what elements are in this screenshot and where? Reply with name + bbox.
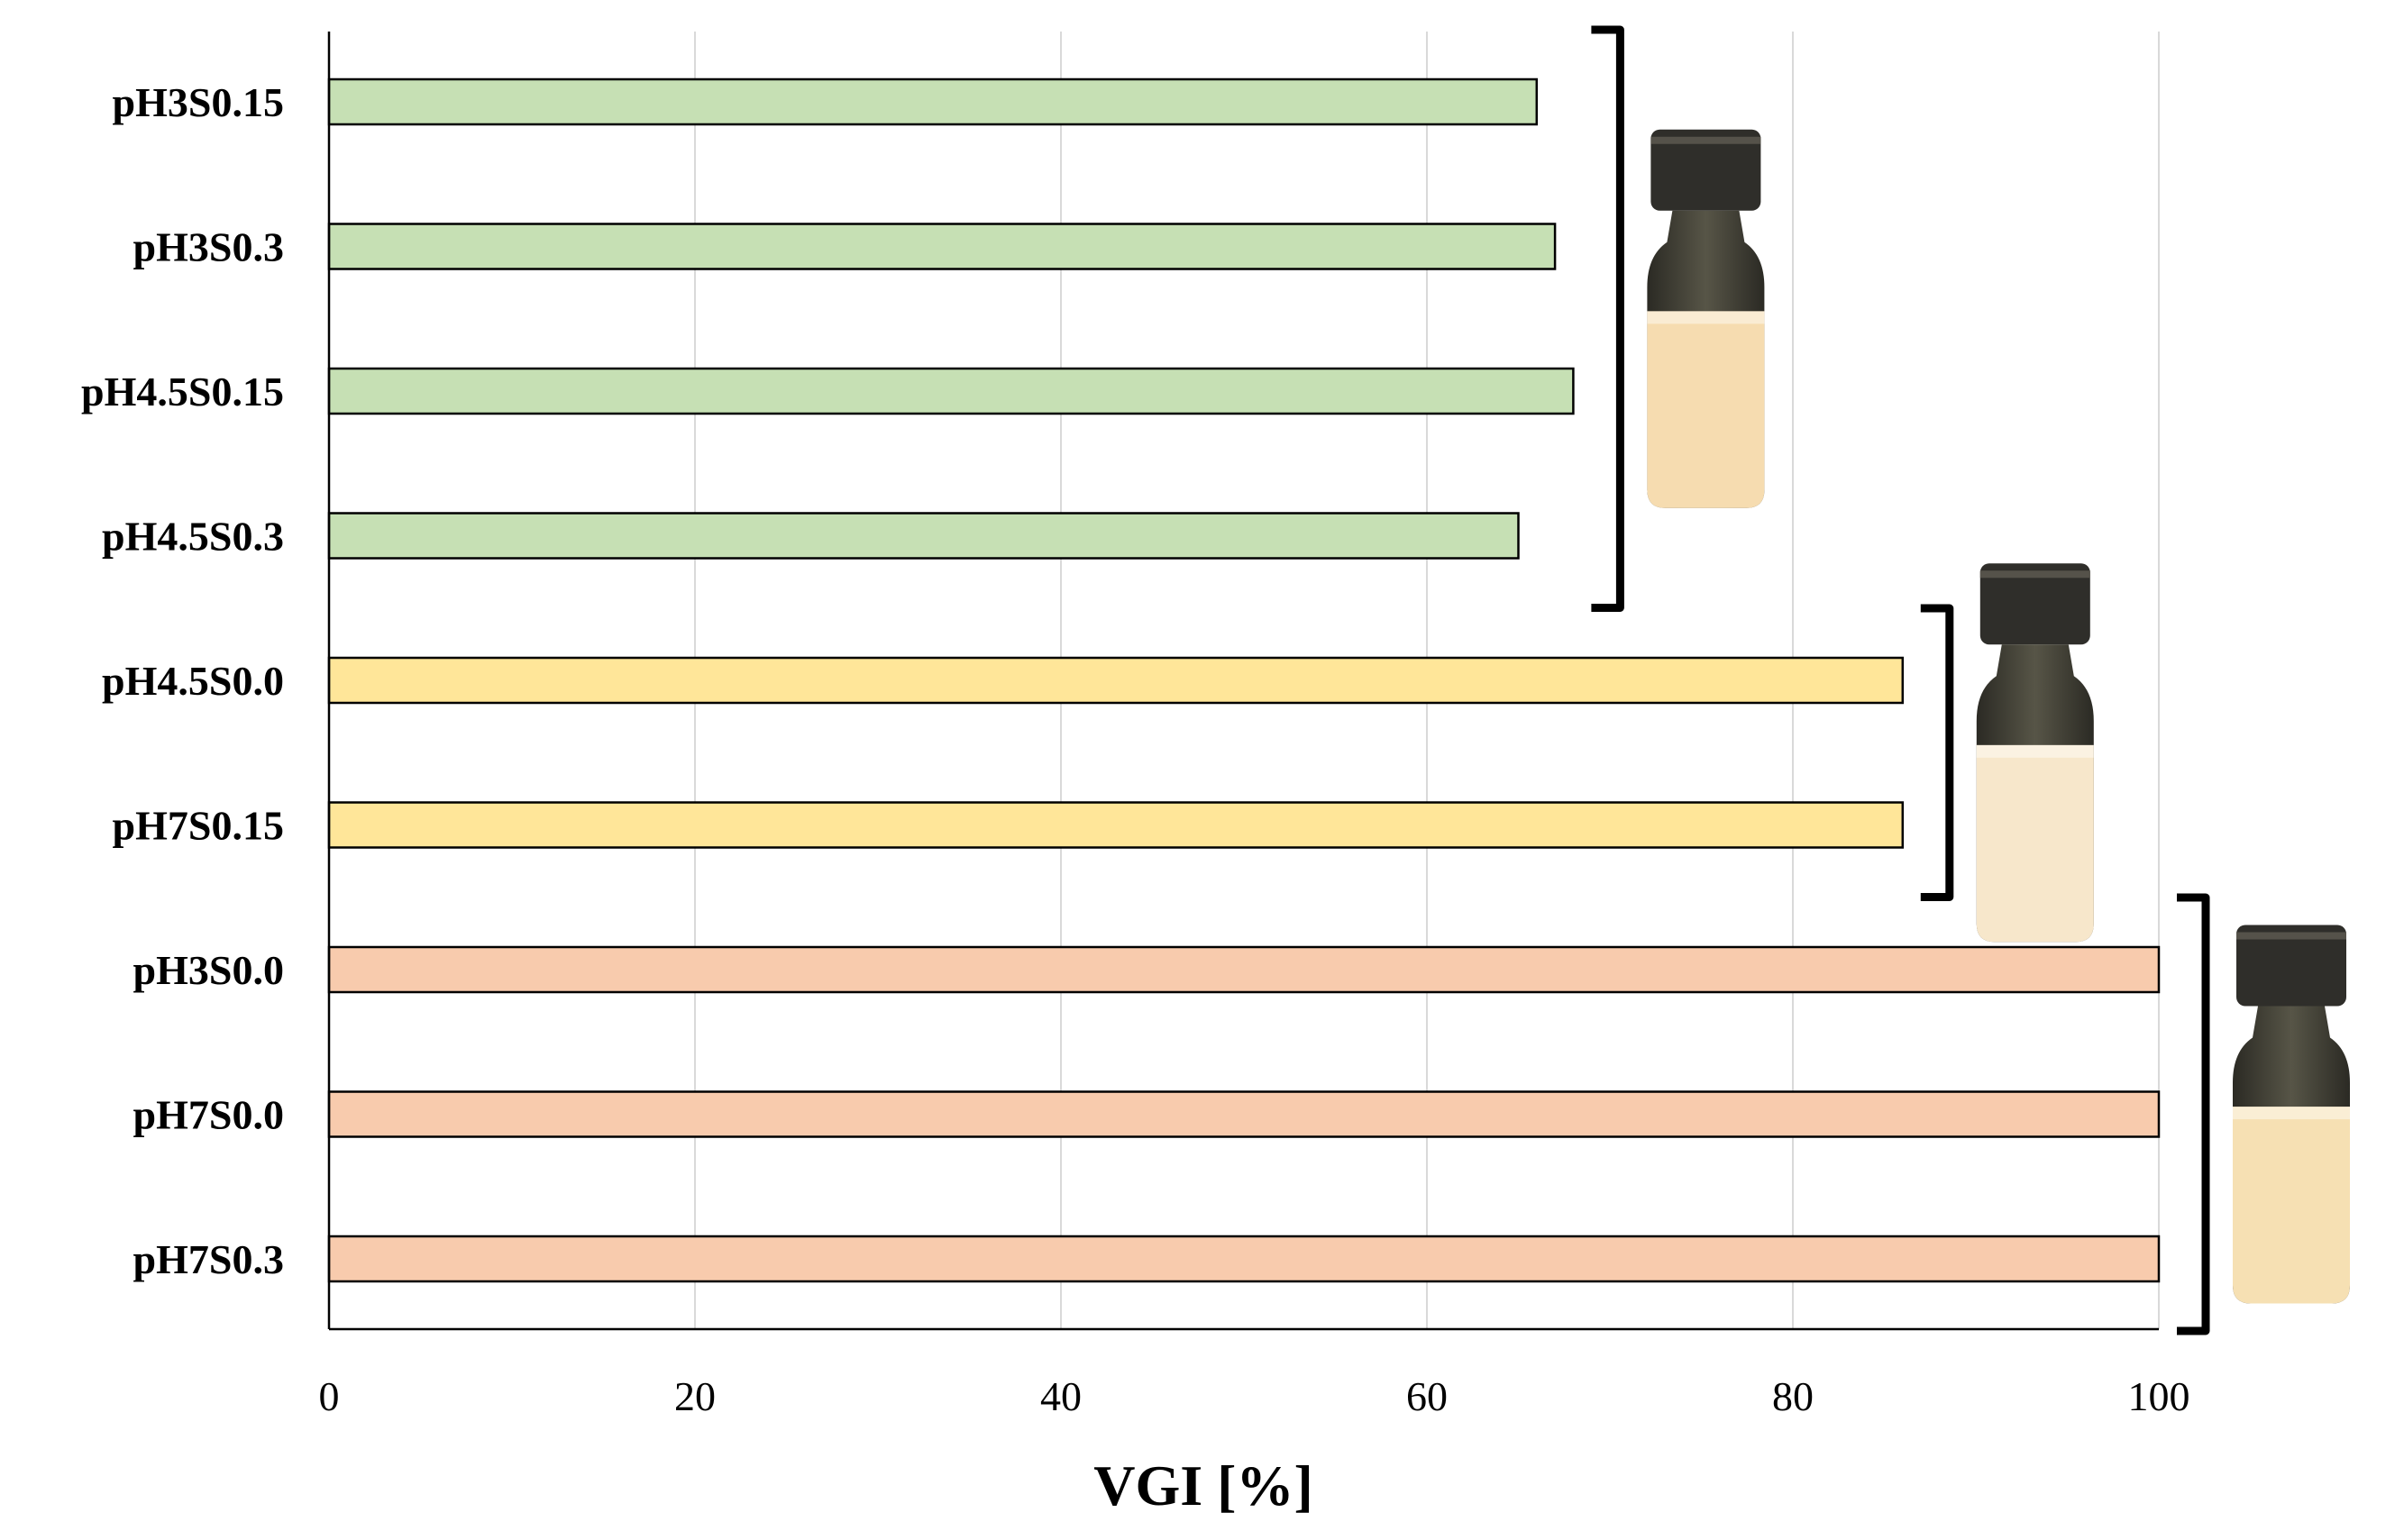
- group-brackets: [1591, 25, 2210, 1335]
- axes: [327, 32, 2159, 1331]
- vial-cap: [1650, 129, 1761, 211]
- bar: [327, 801, 1905, 849]
- category-labels: pH3S0.15 pH3S0.3 pH4.5S0.15 pH4.5S0.3 pH4.5S…: [81, 79, 284, 1282]
- category-label: pH3S0.3: [133, 224, 284, 270]
- bar: [327, 656, 1905, 705]
- group-bracket: [2177, 893, 2210, 1335]
- vial-liquid-surface: [1647, 311, 1765, 324]
- bar: [327, 945, 2161, 994]
- category-label: pH4.5S0.0: [102, 658, 284, 704]
- vial-liquid-surface: [2233, 1107, 2350, 1120]
- x-tick-label: 20: [674, 1373, 716, 1419]
- vial-liquid-surface: [1976, 744, 2094, 758]
- bar: [327, 512, 1520, 560]
- vial-icon: [1976, 563, 2094, 943]
- bar: [327, 367, 1575, 415]
- bar: [327, 1235, 2161, 1283]
- vial-cap-ridge: [2236, 932, 2346, 940]
- vial-liquid: [1976, 744, 2094, 943]
- category-label: pH4.5S0.3: [102, 514, 284, 560]
- category-label: pH3S0.15: [113, 79, 284, 125]
- vial-liquid: [1647, 311, 1765, 508]
- vial-icon: [1647, 129, 1765, 508]
- x-axis-title: VGI [%]: [1093, 1453, 1313, 1517]
- vial-cap-ridge: [1979, 570, 2090, 579]
- bars: [327, 77, 2161, 1283]
- bar: [327, 77, 1539, 126]
- vial-liquid: [2233, 1107, 2350, 1304]
- category-label: pH4.5S0.15: [81, 369, 284, 415]
- tick-labels: 0 20 40 60 80 100: [319, 1373, 2190, 1419]
- group-bracket: [1920, 604, 1954, 901]
- category-label: pH3S0.0: [133, 947, 284, 993]
- bar: [327, 223, 1557, 270]
- category-label: pH7S0.3: [133, 1236, 284, 1282]
- category-label: pH7S0.0: [133, 1092, 284, 1138]
- vial-cap-ridge: [1650, 136, 1761, 144]
- vial-icon: [2233, 925, 2350, 1304]
- vial-images: [1647, 129, 2350, 1304]
- category-label: pH7S0.15: [113, 803, 284, 849]
- group-bracket: [1591, 25, 1624, 612]
- x-tick-label: 100: [2128, 1373, 2190, 1419]
- vial-cap: [1979, 563, 2090, 645]
- x-tick-label: 40: [1040, 1373, 1082, 1419]
- x-tick-label: 80: [1772, 1373, 1814, 1419]
- x-tick-label: 60: [1406, 1373, 1448, 1419]
- bar: [327, 1090, 2161, 1138]
- vial-cap: [2236, 925, 2346, 1007]
- x-tick-label: 0: [319, 1373, 340, 1419]
